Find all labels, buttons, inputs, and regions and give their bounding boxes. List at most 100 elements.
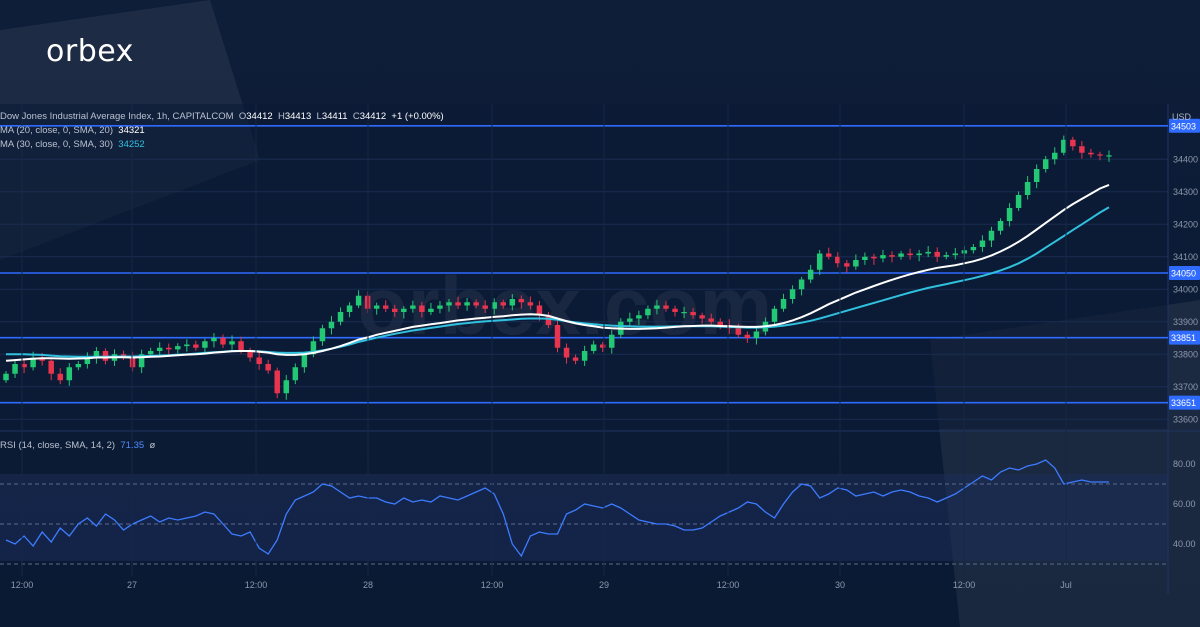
candle-body bbox=[283, 380, 290, 394]
candle-body bbox=[482, 305, 488, 309]
candle-body bbox=[1097, 154, 1103, 156]
candle-body bbox=[491, 302, 497, 309]
candle-body bbox=[310, 341, 317, 355]
candle-body bbox=[997, 221, 1004, 231]
time-tick-label: 30 bbox=[835, 580, 845, 590]
candle-body bbox=[952, 253, 959, 256]
candle-body bbox=[536, 305, 543, 316]
candle-body bbox=[392, 308, 398, 312]
candle-body bbox=[771, 308, 778, 322]
candle-body bbox=[256, 357, 262, 364]
candle-body bbox=[663, 305, 669, 309]
candle-body bbox=[636, 315, 642, 319]
rsi-tick-label: 80.00 bbox=[1173, 459, 1196, 469]
time-tick-label: 28 bbox=[363, 580, 373, 590]
candle-body bbox=[175, 346, 181, 350]
rsi-line bbox=[5, 459, 1109, 558]
time-tick-label: 12:00 bbox=[245, 580, 268, 590]
candle-body bbox=[1033, 169, 1040, 182]
candle-body bbox=[48, 360, 54, 374]
candle-body bbox=[581, 351, 588, 361]
candle-body bbox=[934, 251, 940, 257]
level-label: 34050 bbox=[1171, 269, 1196, 279]
time-tick-label: 12:00 bbox=[11, 580, 34, 590]
candle-body bbox=[30, 357, 36, 368]
candle-body bbox=[455, 302, 461, 306]
candle-body bbox=[93, 351, 100, 358]
ma20-legend: MA (20, close, 0, SMA, 20) 34321 bbox=[0, 125, 145, 136]
rsi-tick-label: 40.00 bbox=[1173, 539, 1196, 549]
candle-body bbox=[419, 305, 425, 312]
candle-body bbox=[853, 260, 859, 267]
candle-body bbox=[464, 302, 470, 306]
candle-body bbox=[690, 312, 696, 316]
candle-body bbox=[862, 256, 868, 260]
candle-body bbox=[545, 315, 552, 325]
price-tick-label: 34300 bbox=[1173, 187, 1198, 197]
candle-body bbox=[202, 341, 208, 348]
price-tick-label: 33900 bbox=[1173, 317, 1198, 327]
candle-body bbox=[138, 354, 145, 368]
candle-body bbox=[835, 256, 841, 264]
candle-body bbox=[66, 367, 73, 381]
candle-body bbox=[825, 253, 832, 257]
time-tick-label: Jul bbox=[1060, 580, 1072, 590]
price-tick-label: 33800 bbox=[1173, 349, 1198, 359]
candle-body bbox=[428, 308, 434, 312]
candle-body bbox=[1088, 152, 1094, 155]
price-tick-label: 34200 bbox=[1173, 219, 1198, 229]
candle-body bbox=[554, 325, 561, 348]
candle-body bbox=[129, 357, 136, 368]
candle-body bbox=[229, 341, 235, 345]
candle-body bbox=[880, 255, 886, 259]
candle-body bbox=[265, 364, 271, 371]
price-chart[interactable]: orbex.com 34400 34300 34200 34100 34000 33900… bbox=[0, 104, 1200, 594]
candle-body bbox=[3, 373, 9, 381]
candle-body bbox=[816, 253, 823, 270]
candle-body bbox=[907, 253, 913, 256]
candle-body bbox=[165, 347, 172, 350]
candle-body bbox=[57, 373, 63, 381]
candle-body bbox=[328, 321, 335, 329]
level-label-bg bbox=[1169, 118, 1200, 133]
ma30-value: 34252 bbox=[118, 139, 145, 150]
candle-body bbox=[319, 328, 326, 342]
ma20-line bbox=[5, 183, 1110, 362]
open-value: 34412 bbox=[246, 111, 273, 122]
candle-body bbox=[780, 299, 787, 309]
currency-label: USD bbox=[1172, 112, 1192, 122]
time-tick-label: 27 bbox=[127, 580, 137, 590]
candle-body bbox=[645, 308, 651, 316]
level-label-bg bbox=[1169, 330, 1200, 345]
candle-body bbox=[609, 334, 615, 348]
candle-body bbox=[1061, 139, 1067, 153]
price-tick-label: 34100 bbox=[1173, 252, 1198, 262]
candle-body bbox=[21, 364, 27, 368]
rsi-band-fill bbox=[0, 474, 1168, 561]
level-label-bg bbox=[1169, 395, 1200, 410]
candle-body bbox=[1106, 155, 1112, 157]
candle-body bbox=[473, 302, 479, 306]
candle-body bbox=[1052, 152, 1058, 160]
candle-body bbox=[916, 253, 922, 256]
price-tick-label: 34000 bbox=[1173, 284, 1198, 294]
candle-body bbox=[292, 367, 299, 381]
rsi-value: 71.35 bbox=[120, 440, 145, 451]
time-tick-label: 29 bbox=[599, 580, 609, 590]
symbol-name: Dow Jones Industrial Average Index, 1h, … bbox=[0, 111, 234, 122]
watermark: orbex.com bbox=[358, 261, 773, 352]
candle-body bbox=[717, 321, 723, 325]
candle-body bbox=[274, 370, 280, 394]
level-label: 33651 bbox=[1171, 398, 1196, 408]
candle-body bbox=[382, 305, 389, 309]
ma20-value: 34321 bbox=[118, 125, 145, 136]
time-tick-label: 12:00 bbox=[481, 580, 504, 590]
candle-body bbox=[184, 344, 190, 347]
candle-body bbox=[898, 253, 904, 257]
price-tick-label: 34400 bbox=[1173, 154, 1198, 164]
candle-body bbox=[401, 308, 407, 312]
level-label-bg bbox=[1169, 266, 1200, 280]
candle-body bbox=[889, 255, 895, 257]
price-tick-label: 33600 bbox=[1173, 414, 1198, 424]
